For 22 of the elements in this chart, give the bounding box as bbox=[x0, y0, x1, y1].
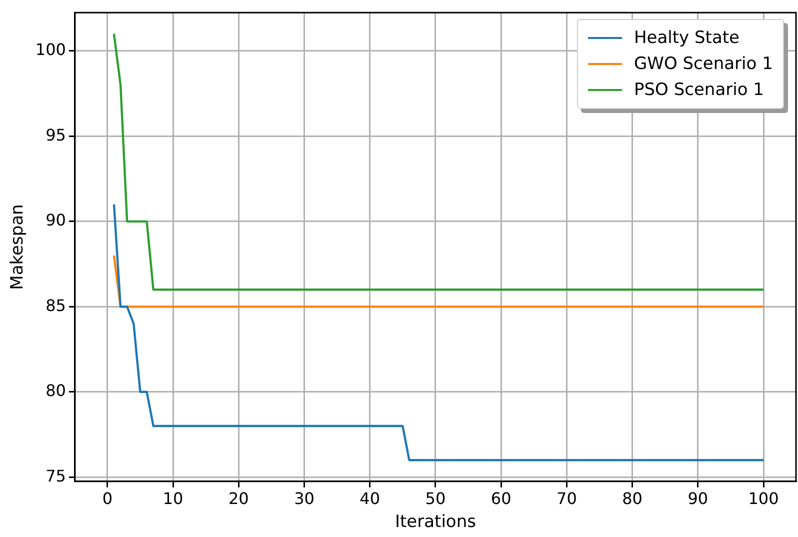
y-tick-label: 100 bbox=[35, 40, 66, 60]
x-tick-label: 90 bbox=[688, 489, 708, 508]
y-tick-label: 90 bbox=[46, 210, 66, 230]
legend-label: GWO Scenario 1 bbox=[634, 52, 773, 76]
legend-label: PSO Scenario 1 bbox=[634, 78, 764, 102]
x-tick-label: 0 bbox=[102, 489, 113, 508]
x-tick-label: 50 bbox=[425, 489, 446, 508]
x-tick-label: 60 bbox=[490, 489, 512, 508]
y-tick-label: 95 bbox=[46, 125, 66, 144]
x-tick-label: 70 bbox=[556, 489, 577, 508]
y-tick-label: 85 bbox=[46, 296, 66, 315]
x-tick-label: 100 bbox=[748, 489, 779, 508]
x-tick-label: 30 bbox=[294, 489, 314, 508]
x-tick-label: 80 bbox=[622, 489, 642, 508]
x-tick-label: 40 bbox=[360, 489, 380, 508]
x-tick-label: 10 bbox=[162, 489, 184, 508]
x-tick-label: 20 bbox=[228, 489, 249, 508]
y-tick-label: 80 bbox=[46, 381, 66, 400]
legend-label: Healty State bbox=[634, 26, 740, 50]
y-axis-title: Makespan bbox=[8, 204, 28, 290]
x-axis-title: Iterations bbox=[394, 512, 476, 532]
y-tick-label: 75 bbox=[46, 466, 66, 486]
